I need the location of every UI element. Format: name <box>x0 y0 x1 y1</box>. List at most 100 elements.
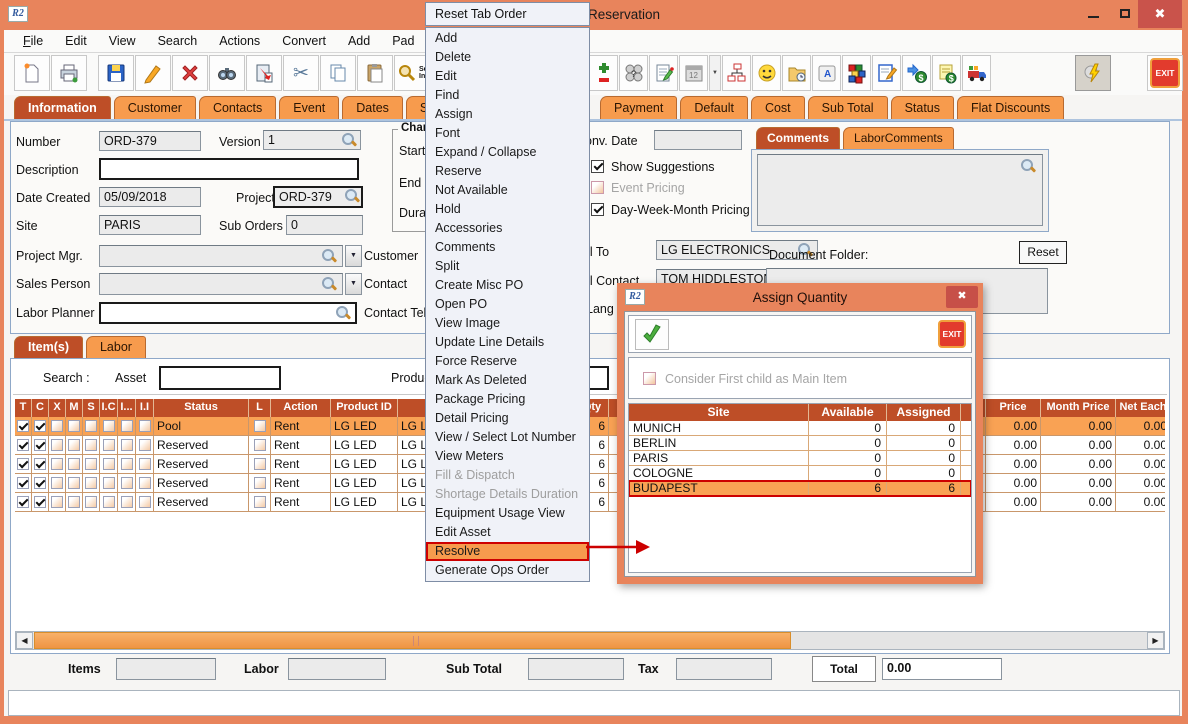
comments-tab[interactable]: LaborComments <box>843 127 954 149</box>
project-mgr-lookup-icon[interactable] <box>321 248 337 264</box>
shipping-button[interactable] <box>962 55 991 91</box>
t-checkbox-cell[interactable] <box>15 493 32 511</box>
date-created-field[interactable]: 05/09/2018 <box>99 187 201 207</box>
ii-checkbox-cell[interactable] <box>136 417 154 435</box>
menubar-item[interactable]: Edit <box>65 34 87 48</box>
context-menu-item[interactable]: Not Available <box>435 183 508 197</box>
context-menu-item[interactable]: Equipment Usage View <box>435 506 565 520</box>
l-checkbox-cell[interactable] <box>249 417 271 435</box>
t-checkbox-cell[interactable] <box>15 436 32 454</box>
edit-button[interactable] <box>135 55 171 91</box>
main-tab[interactable]: Status <box>890 96 954 120</box>
t-checkbox-cell[interactable] <box>15 455 32 473</box>
consider-first-child-checkbox[interactable] <box>643 372 656 385</box>
i-checkbox-cell[interactable] <box>118 474 136 492</box>
ic-checkbox-cell[interactable] <box>100 417 118 435</box>
context-menu-item[interactable]: View Image <box>435 316 501 330</box>
ic-checkbox-cell[interactable] <box>100 493 118 511</box>
context-menu-item[interactable]: Package Pricing <box>435 392 526 406</box>
site-row[interactable]: BERLIN 0 0 <box>629 436 971 451</box>
project-mgr-field[interactable] <box>99 245 343 267</box>
labor-planner-lookup-icon[interactable] <box>335 305 351 321</box>
delete-button[interactable] <box>172 55 208 91</box>
ic-checkbox-cell[interactable] <box>100 455 118 473</box>
c-checkbox-cell[interactable] <box>32 474 49 492</box>
context-menu-item[interactable]: View Meters <box>435 449 504 463</box>
context-menu-item[interactable]: Hold <box>435 202 461 216</box>
menubar-item[interactable]: File <box>23 34 44 48</box>
main-tab[interactable]: Event <box>279 96 340 120</box>
c-checkbox-cell[interactable] <box>32 417 49 435</box>
context-menu-item[interactable]: Accessories <box>435 221 503 235</box>
m-checkbox-cell[interactable] <box>66 436 83 454</box>
sales-person-lookup-icon[interactable] <box>321 276 337 292</box>
horizontal-scrollbar[interactable]: ◀ ▶ <box>15 631 1165 650</box>
context-menu-item[interactable]: Mark As Deleted <box>435 373 527 387</box>
item-row[interactable]: Reserved Rent LG LED LG LED 6 0.00 0.00 … <box>15 474 1165 493</box>
comments-tab[interactable]: Comments <box>756 127 841 149</box>
site-row[interactable]: BUDAPEST 6 6 <box>629 480 971 497</box>
context-menu-reset-tab-order[interactable]: Reset Tab Order <box>425 2 590 26</box>
asset-search-input[interactable] <box>159 366 281 390</box>
bill-to-field[interactable]: LG ELECTRONICS <box>656 240 818 260</box>
ic-checkbox-cell[interactable] <box>100 436 118 454</box>
x-checkbox-cell[interactable] <box>49 417 66 435</box>
cut-button[interactable]: ✂ <box>283 55 319 91</box>
dialog-exit-button[interactable]: EXIT <box>938 320 966 348</box>
context-menu-item[interactable]: Fill & Dispatch <box>435 468 515 482</box>
ic-checkbox-cell[interactable] <box>100 474 118 492</box>
menubar-item[interactable]: Add <box>347 34 371 48</box>
project-mgr-dropdown[interactable]: ▼ <box>345 245 362 267</box>
comments-lookup-icon[interactable] <box>1020 158 1036 174</box>
main-tab[interactable]: Payment <box>600 96 678 120</box>
day-week-month-pricing-checkbox[interactable] <box>591 203 604 216</box>
context-menu-item[interactable]: Open PO <box>435 297 488 311</box>
quick-launch-button[interactable] <box>1075 55 1111 91</box>
main-tab[interactable]: Dates <box>342 96 403 120</box>
item-row[interactable]: Reserved Rent LG LED LG LED 6 0.00 0.00 … <box>15 493 1165 512</box>
menubar-item[interactable]: Pad <box>392 34 415 48</box>
minimize-button[interactable] <box>1078 0 1108 28</box>
number-field[interactable]: ORD-379 <box>99 131 201 151</box>
edit-notes-button[interactable] <box>872 55 901 91</box>
site-row[interactable]: COLOGNE 0 0 <box>629 466 971 481</box>
context-menu-item[interactable]: Assign <box>435 107 473 121</box>
find-button[interactable] <box>209 55 245 91</box>
c-checkbox-cell[interactable] <box>32 493 49 511</box>
project-field[interactable]: ORD-379 <box>273 186 363 208</box>
s-checkbox-cell[interactable] <box>83 493 100 511</box>
items-tab[interactable]: Labor <box>85 336 146 358</box>
calendar-dropdown-button[interactable]: ▼ <box>709 55 721 91</box>
context-menu-item[interactable]: Generate Ops Order <box>435 563 549 577</box>
paste-button[interactable] <box>357 55 393 91</box>
context-menu-item[interactable]: Expand / Collapse <box>435 145 537 159</box>
item-row[interactable]: Pool Rent LG LED LG LED 6 0.00 0.00 0.00 <box>15 417 1165 436</box>
c-checkbox-cell[interactable] <box>32 455 49 473</box>
t-checkbox-cell[interactable] <box>15 474 32 492</box>
l-checkbox-cell[interactable] <box>249 493 271 511</box>
s-checkbox-cell[interactable] <box>83 455 100 473</box>
notes-button[interactable] <box>649 55 678 91</box>
context-menu-item[interactable]: Update Line Details <box>435 335 545 349</box>
context-menu-item[interactable]: Shortage Details Duration <box>435 487 579 501</box>
x-checkbox-cell[interactable] <box>49 493 66 511</box>
main-tab[interactable]: Customer <box>113 96 196 120</box>
l-checkbox-cell[interactable] <box>249 455 271 473</box>
maximize-button[interactable] <box>1110 0 1140 28</box>
labor-planner-field[interactable] <box>99 302 357 324</box>
s-checkbox-cell[interactable] <box>83 436 100 454</box>
menubar-item[interactable]: View <box>108 34 136 48</box>
shortcut-key-button[interactable]: A <box>812 55 841 91</box>
main-tab[interactable]: Sub Total <box>807 96 888 120</box>
dialog-ok-button[interactable] <box>635 319 669 350</box>
calendar-button[interactable]: 12 <box>679 55 708 91</box>
sales-person-field[interactable] <box>99 273 343 295</box>
context-menu-item[interactable]: Font <box>435 126 461 140</box>
context-menu-item[interactable]: Comments <box>435 240 496 254</box>
exit-button[interactable]: EXIT <box>1147 55 1183 91</box>
billing-button[interactable]: $ <box>932 55 961 91</box>
main-tab[interactable]: Cost <box>750 96 805 120</box>
context-menu-item[interactable]: Find <box>435 88 460 102</box>
i-checkbox-cell[interactable] <box>118 455 136 473</box>
menubar-item[interactable]: Convert <box>282 34 326 48</box>
